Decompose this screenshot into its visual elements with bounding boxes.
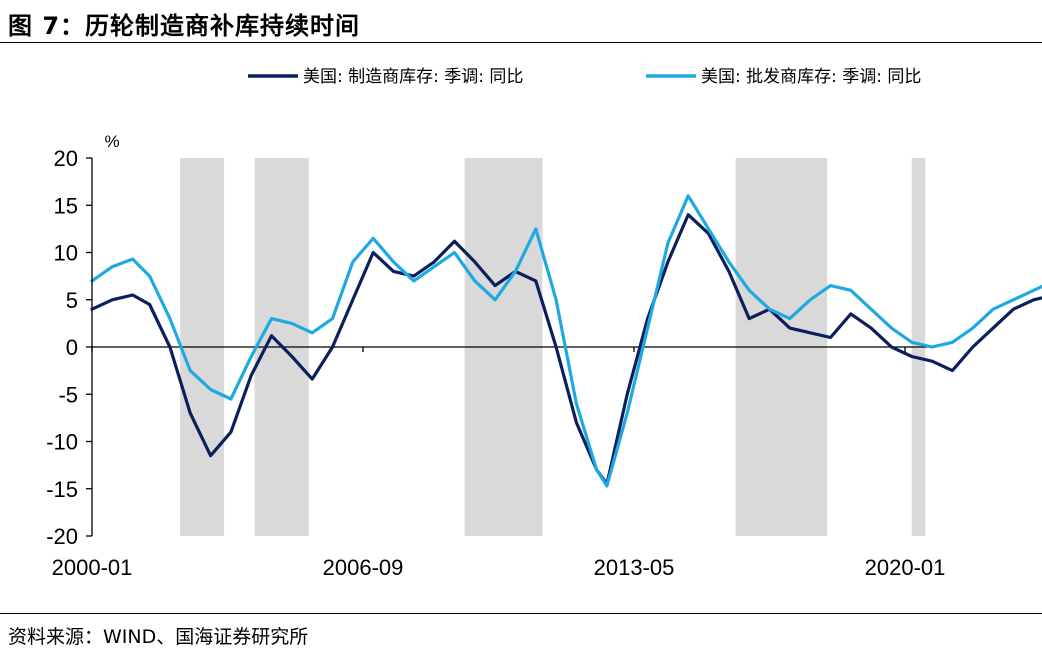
source-note: 资料来源：WIND、国海证券研究所: [8, 626, 309, 648]
x-tick-label: 2006-09: [323, 555, 404, 580]
line-chart: 20 15 10 5 0 -5 -10 -15 -20% 2000-01 2006-09 2013-0…: [46, 67, 1042, 580]
x-tick-label: 2000-01: [52, 555, 133, 580]
series-line-wholesale: [90, 194, 1042, 488]
y-tick-label: 5: [66, 288, 78, 313]
y-tick-label: 0: [66, 335, 78, 360]
figure-title: 图 7：历轮制造商补库持续时间: [8, 12, 361, 40]
y-tick-label: -20: [46, 524, 78, 549]
y-tick-label: 20: [54, 146, 78, 171]
y-tick-label: 10: [54, 241, 78, 266]
bottom-rule: [0, 613, 1042, 614]
x-tick-label: 2020-01: [865, 555, 946, 580]
top-rule: [0, 42, 1042, 43]
y-tick-label: -15: [46, 477, 78, 502]
legend-label: 美国: 批发商库存: 季调: 同比: [701, 67, 921, 87]
series-lines: [90, 194, 1042, 488]
legend: 美国: 制造商库存: 季调: 同比 美国: 批发商库存: 季调: 同比: [248, 67, 921, 87]
y-axis-unit: %: [104, 132, 119, 151]
x-tick-label: 2013-05: [594, 555, 675, 580]
y-tick-label: 15: [54, 193, 78, 218]
y-tick-label: -5: [58, 382, 78, 407]
axes: 20 15 10 5 0 -5 -10 -15 -20% 2000-01 2006-09 2013-0…: [46, 132, 945, 580]
legend-label: 美国: 制造商库存: 季调: 同比: [303, 67, 523, 87]
y-tick-label: -10: [46, 430, 78, 455]
